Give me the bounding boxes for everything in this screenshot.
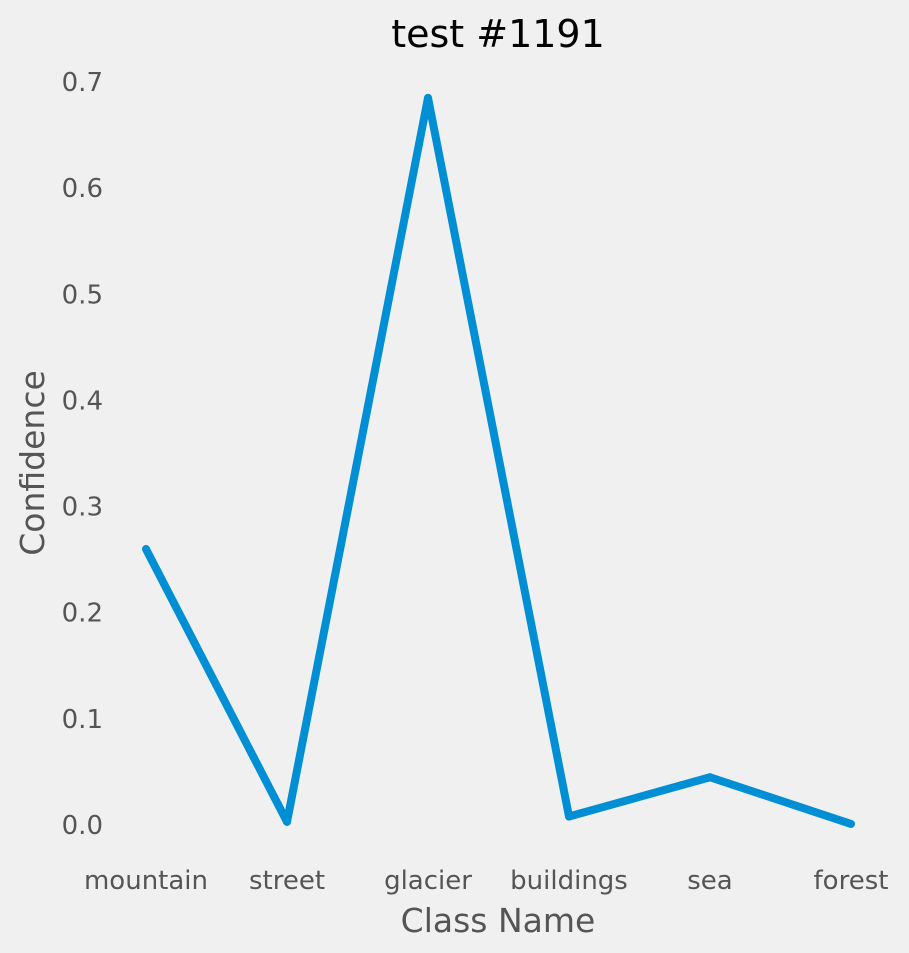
x-tick-label: mountain [84, 866, 208, 896]
x-tick-label: sea [687, 866, 732, 896]
y-tick-label: 0.7 [62, 68, 103, 98]
x-tick-label: forest [814, 866, 889, 896]
x-tick-label: glacier [384, 866, 472, 896]
data-point [565, 812, 573, 821]
data-point [706, 773, 714, 782]
y-tick-label: 0.1 [62, 705, 103, 735]
chart-title: test #1191 [391, 12, 605, 56]
data-point [283, 817, 291, 826]
y-tick-label: 0.6 [62, 174, 103, 204]
series-line [142, 93, 853, 828]
x-axis-ticks: mountain street glacier buildings sea forest [84, 866, 888, 896]
y-tick-label: 0.0 [62, 811, 103, 841]
y-tick-label: 0.4 [62, 386, 103, 416]
x-tick-label: street [249, 866, 325, 896]
data-point [424, 93, 432, 102]
y-axis-label: Confidence [13, 370, 52, 556]
data-series [142, 93, 855, 828]
x-axis-label: Class Name [401, 901, 596, 940]
x-tick-label: buildings [510, 866, 628, 896]
y-tick-label: 0.2 [62, 599, 103, 629]
data-point [847, 819, 855, 828]
y-tick-label: 0.5 [62, 280, 103, 310]
y-tick-label: 0.3 [62, 493, 103, 523]
y-axis-ticks: 0.0 0.1 0.2 0.3 0.4 0.5 0.6 0.7 [62, 68, 103, 841]
data-point [142, 545, 150, 554]
